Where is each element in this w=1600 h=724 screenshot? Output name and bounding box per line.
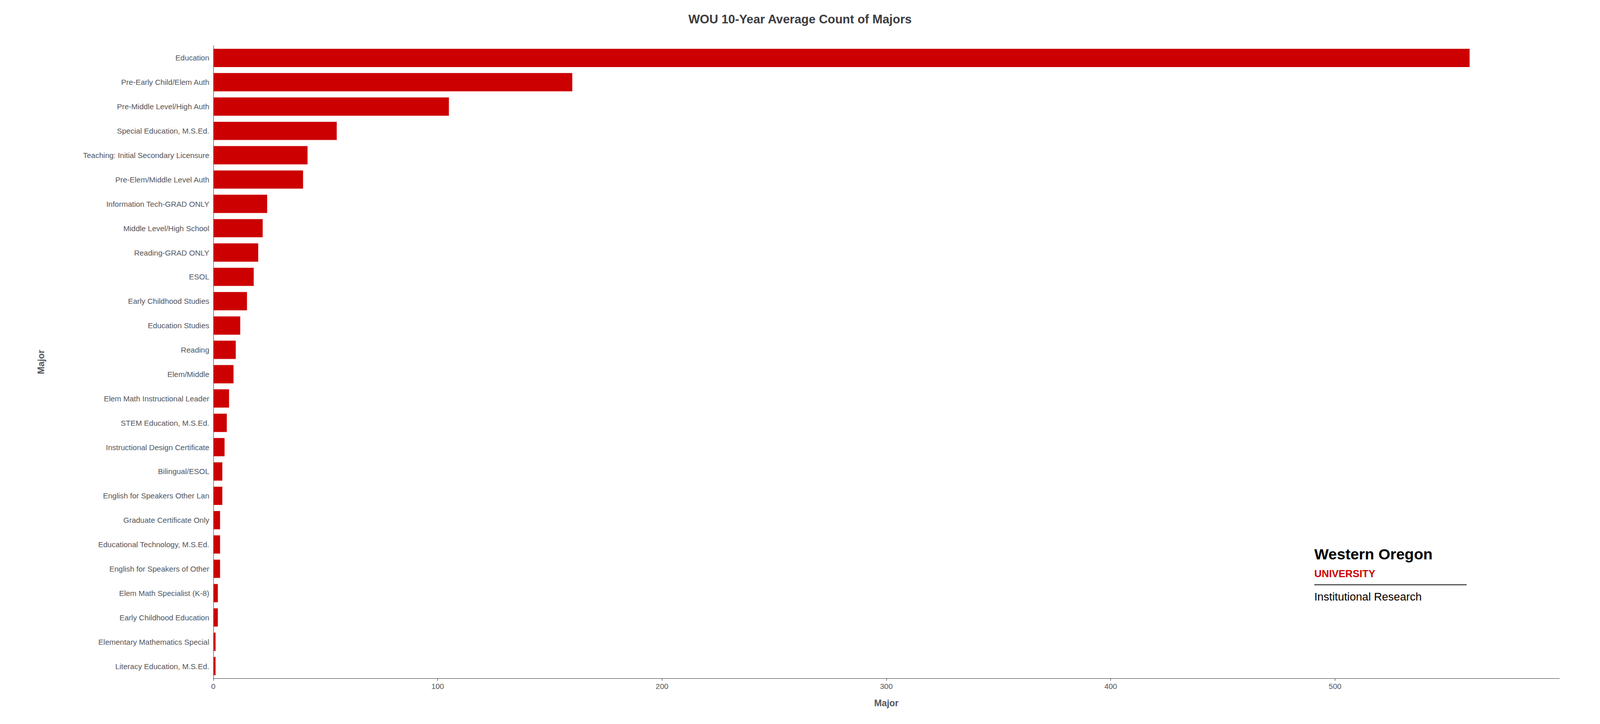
svg-text:Literacy Education, M.S.Ed.: Literacy Education, M.S.Ed. <box>115 661 210 671</box>
svg-text:Elementary Mathematics Special: Elementary Mathematics Special <box>98 637 210 647</box>
svg-text:Early Childhood Studies: Early Childhood Studies <box>128 296 210 306</box>
svg-text:ESOL: ESOL <box>188 272 210 281</box>
svg-text:STEM Education, M.S.Ed.: STEM Education, M.S.Ed. <box>120 418 210 428</box>
svg-text:0: 0 <box>211 681 216 691</box>
svg-text:English for Speakers of Other: English for Speakers of Other <box>109 564 210 573</box>
svg-text:Western Oregon: Western Oregon <box>1314 545 1433 563</box>
svg-text:Elem Math Instructional Leader: Elem Math Instructional Leader <box>103 394 210 403</box>
svg-text:100: 100 <box>431 681 444 691</box>
svg-text:Elem/Middle: Elem/Middle <box>167 369 210 379</box>
svg-text:Institutional Research: Institutional Research <box>1314 590 1423 603</box>
svg-text:Major: Major <box>874 697 899 709</box>
svg-text:Major: Major <box>36 349 47 374</box>
svg-text:Reading-GRAD ONLY: Reading-GRAD ONLY <box>134 248 210 258</box>
svg-text:200: 200 <box>655 681 669 691</box>
svg-text:Pre-Elem/Middle Level Auth: Pre-Elem/Middle Level Auth <box>115 175 210 184</box>
svg-text:Education: Education <box>175 53 210 62</box>
svg-text:Instructional Design Certifica: Instructional Design Certificate <box>106 442 210 452</box>
svg-text:Reading: Reading <box>180 345 210 355</box>
svg-text:500: 500 <box>1328 681 1342 691</box>
svg-text:Information Tech-GRAD ONLY: Information Tech-GRAD ONLY <box>106 199 210 209</box>
svg-text:Educational Technology, M.S.Ed: Educational Technology, M.S.Ed. <box>98 539 210 549</box>
svg-text:Elem Math Specialist (K-8): Elem Math Specialist (K-8) <box>118 588 210 598</box>
svg-text:English for Speakers Other Lan: English for Speakers Other Lan <box>103 491 210 500</box>
svg-text:Teaching: Initial Secondary Li: Teaching: Initial Secondary Licensure <box>83 150 210 160</box>
svg-text:Special Education, M.S.Ed.: Special Education, M.S.Ed. <box>116 126 210 136</box>
svg-text:Graduate Certificate Only: Graduate Certificate Only <box>123 515 210 525</box>
svg-text:Middle Level/High School: Middle Level/High School <box>123 224 210 233</box>
svg-text:Pre-Early Child/Elem Auth: Pre-Early Child/Elem Auth <box>121 77 210 87</box>
svg-text:Early Childhood Education: Early Childhood Education <box>119 613 210 622</box>
svg-text:Bilingual/ESOL: Bilingual/ESOL <box>157 466 210 476</box>
svg-text:UNIVERSITY: UNIVERSITY <box>1314 567 1376 580</box>
svg-text:WOU 10-Year Average Count of M: WOU 10-Year Average Count of Majors <box>688 12 912 26</box>
svg-text:Education Studies: Education Studies <box>147 321 210 330</box>
svg-text:Pre-Middle Level/High Auth: Pre-Middle Level/High Auth <box>116 102 210 111</box>
svg-text:300: 300 <box>879 681 893 691</box>
svg-text:400: 400 <box>1104 681 1117 691</box>
